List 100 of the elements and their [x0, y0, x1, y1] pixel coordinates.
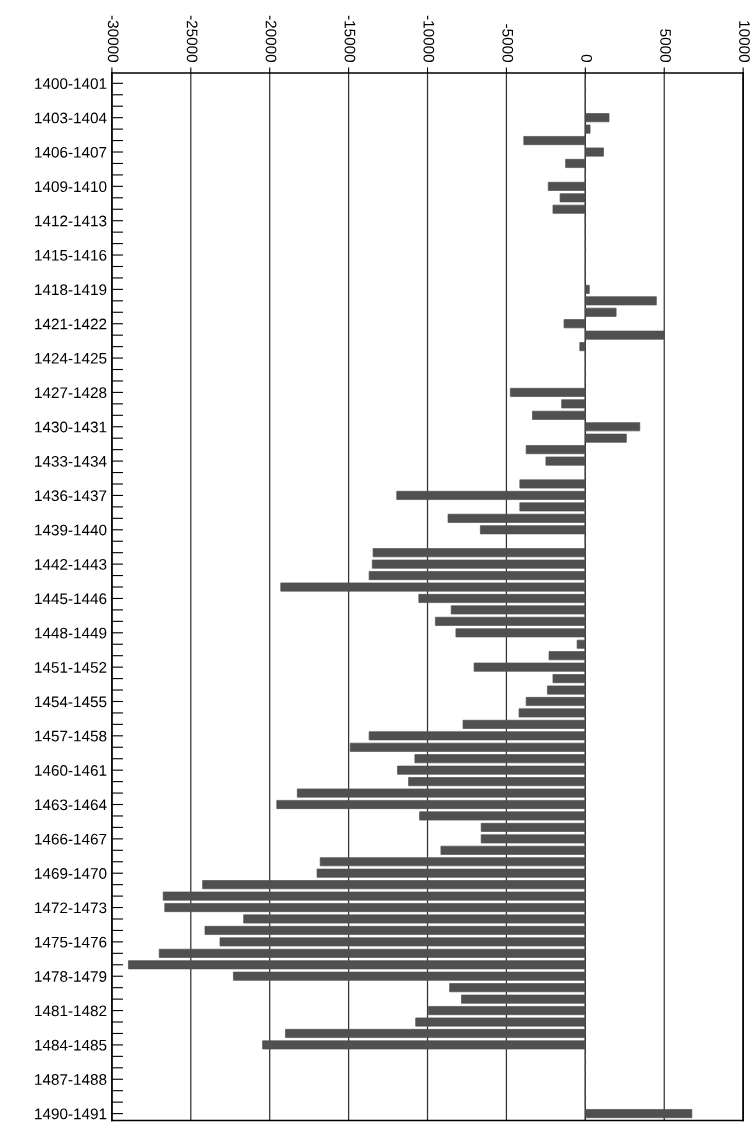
bar	[408, 777, 586, 787]
bar	[461, 994, 586, 1004]
bar	[262, 1040, 586, 1050]
bar	[462, 719, 586, 729]
bar	[296, 788, 586, 798]
bar	[415, 1017, 586, 1027]
bar	[565, 158, 586, 168]
bar	[480, 525, 586, 535]
bar	[480, 834, 586, 844]
bar	[523, 136, 586, 146]
y-tick-label: 1484-1485	[35, 1039, 107, 1051]
y-tick-label: 1418-1419	[35, 284, 107, 296]
bar	[276, 800, 586, 809]
bar	[579, 342, 586, 352]
bar	[219, 937, 586, 947]
bar	[548, 651, 586, 661]
bar	[372, 548, 586, 558]
bar	[584, 330, 665, 340]
y-tick-label: 1412-1413	[35, 215, 107, 227]
x-tick-label: -30000	[107, 15, 119, 63]
y-tick-label: 1445-1446	[35, 593, 107, 605]
y-tick-label: 1439-1440	[35, 524, 107, 536]
bar	[525, 445, 586, 455]
bar	[427, 1006, 586, 1016]
bar	[584, 284, 590, 294]
bar	[473, 662, 586, 672]
bar	[440, 845, 586, 855]
y-tick-label: 1409-1410	[35, 181, 107, 193]
bar	[243, 914, 586, 924]
bar	[285, 1028, 586, 1038]
bar	[368, 731, 586, 741]
y-tick-label: 1481-1482	[35, 1005, 107, 1017]
y-tick-label: 1487-1488	[35, 1074, 107, 1085]
x-tick-label: -5000	[502, 24, 514, 63]
bar	[371, 559, 586, 569]
bar	[368, 571, 586, 581]
bar	[518, 708, 586, 718]
bar	[561, 399, 586, 409]
bar	[584, 124, 591, 134]
bar	[532, 410, 586, 420]
x-tick-label: -10000	[423, 15, 435, 63]
y-tick-label: 1457-1458	[35, 730, 107, 742]
bar	[519, 502, 586, 512]
y-tick-label: 1490-1491	[35, 1108, 107, 1120]
x-tick-label: -20000	[265, 15, 277, 63]
y-tick-label: 1436-1437	[35, 490, 107, 502]
y-tick-label: 1475-1476	[35, 936, 107, 948]
bar	[418, 593, 586, 603]
bar	[349, 742, 586, 752]
x-tick-label: -15000	[344, 15, 356, 63]
bar	[204, 925, 586, 935]
bar	[584, 307, 617, 317]
y-tick-label: 1463-1464	[35, 799, 107, 811]
bar	[280, 582, 586, 592]
bar	[563, 319, 586, 329]
bar	[480, 822, 586, 832]
bar	[584, 113, 610, 123]
y-tick-label: 1427-1428	[35, 387, 107, 399]
bar	[396, 490, 586, 500]
bar	[435, 616, 586, 626]
bar	[552, 674, 586, 684]
y-tick-label: 1430-1431	[35, 421, 107, 433]
x-tick-label: 0	[581, 54, 593, 63]
bar	[525, 697, 586, 706]
y-tick-label: 1451-1452	[35, 662, 107, 673]
bar	[510, 387, 586, 397]
y-tick-label: 1466-1467	[35, 833, 107, 845]
y-tick-label: 1421-1422	[35, 318, 107, 330]
bar	[519, 479, 586, 489]
y-tick-label: 1454-1455	[35, 696, 107, 708]
y-tick-label: 1472-1473	[35, 902, 107, 914]
x-tick-label: 10000	[739, 21, 750, 63]
bar	[450, 605, 586, 615]
bar	[158, 948, 586, 958]
y-tick-label: 1469-1470	[35, 868, 107, 879]
bar	[447, 513, 586, 523]
y-tick-label: 1424-1425	[35, 352, 107, 364]
bar	[449, 983, 586, 993]
bar	[584, 147, 604, 157]
x-tick-label: -25000	[186, 15, 198, 63]
bar	[547, 181, 586, 191]
bar	[584, 1109, 693, 1119]
y-tick-label: 1400-1401	[35, 78, 107, 90]
bar	[547, 685, 586, 695]
x-tick-label: 5000	[660, 29, 671, 63]
y-tick-label: 1448-1449	[35, 627, 107, 639]
bar	[162, 891, 586, 901]
bar	[397, 765, 586, 775]
bar	[584, 296, 657, 306]
y-tick-label: 1403-1404	[35, 112, 107, 124]
y-tick-label: 1442-1443	[35, 558, 107, 570]
bar	[545, 456, 586, 466]
bar	[419, 811, 586, 821]
bar	[414, 754, 586, 764]
y-tick-label: 1415-1416	[35, 249, 107, 261]
bar	[202, 880, 586, 890]
y-tick-label: 1460-1461	[35, 765, 107, 776]
bar	[164, 903, 586, 913]
y-tick-label: 1433-1434	[35, 455, 107, 467]
y-tick-label: 1478-1479	[35, 971, 107, 982]
